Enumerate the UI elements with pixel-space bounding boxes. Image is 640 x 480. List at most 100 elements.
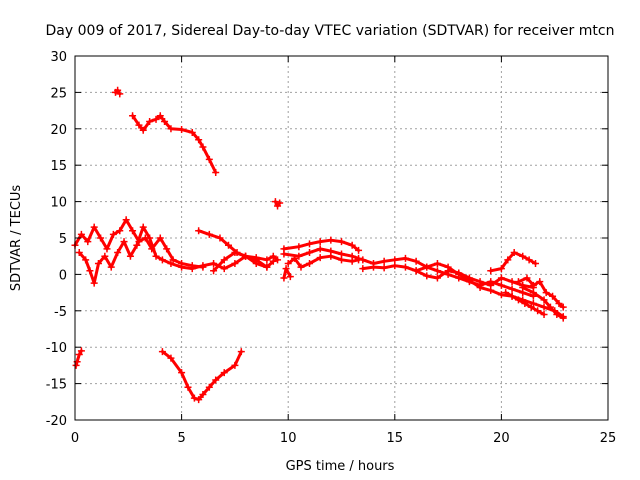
data-point — [276, 199, 284, 207]
data-point — [86, 267, 94, 275]
data-point — [306, 259, 314, 267]
data-point — [519, 252, 527, 260]
data-point — [199, 143, 207, 151]
data-point — [534, 307, 542, 315]
data-point — [205, 383, 213, 391]
data-point — [497, 291, 505, 299]
data-point — [75, 249, 83, 257]
series-right-1 — [359, 254, 537, 300]
data-point — [338, 238, 345, 246]
y-tick-label: 20 — [50, 123, 67, 138]
data-point — [252, 259, 260, 267]
data-point — [120, 238, 128, 246]
data-point — [231, 249, 239, 257]
data-point — [401, 254, 409, 262]
series-trace — [517, 276, 565, 309]
x-tick-label: 15 — [387, 431, 404, 446]
chart-title: Day 009 of 2017, Sidereal Day-to-day VTE… — [46, 23, 615, 39]
data-point — [540, 303, 548, 311]
data-point — [220, 256, 228, 264]
data-point — [188, 265, 196, 273]
data-point — [135, 121, 143, 129]
data-point — [519, 284, 527, 292]
data-point — [529, 300, 537, 308]
data-point — [412, 267, 420, 275]
data-point — [529, 281, 537, 289]
data-point — [540, 310, 548, 318]
data-point — [152, 115, 160, 123]
data-point — [369, 263, 377, 271]
x-tick-label: 20 — [493, 431, 510, 446]
data-point — [523, 274, 531, 282]
data-point — [90, 223, 98, 231]
data-point — [502, 289, 510, 297]
y-tick-label: 15 — [50, 159, 67, 174]
data-point — [97, 234, 105, 242]
data-point — [514, 278, 522, 286]
data-point — [103, 245, 111, 253]
y-tick-label: -5 — [54, 305, 67, 320]
data-point — [167, 125, 175, 133]
series-mid-6 — [280, 265, 294, 282]
data-point — [195, 396, 203, 404]
x-axis-label: GPS time / hours — [286, 459, 395, 474]
data-point — [497, 274, 505, 282]
data-point — [555, 300, 563, 308]
data-point — [212, 376, 220, 384]
data-point — [188, 128, 196, 136]
x-tick-label: 5 — [177, 431, 185, 446]
data-point — [536, 278, 544, 286]
data-point — [231, 361, 239, 369]
data-point — [455, 270, 463, 278]
data-point — [282, 265, 290, 273]
data-point — [169, 256, 177, 264]
data-point — [540, 296, 548, 304]
data-point — [542, 289, 550, 297]
series-mid-3 — [280, 236, 363, 254]
y-tick-label: 0 — [59, 268, 67, 283]
data-point — [316, 238, 324, 246]
data-point — [167, 354, 175, 362]
data-point — [423, 272, 431, 280]
data-point — [190, 394, 198, 402]
data-point — [205, 230, 213, 238]
data-point — [72, 361, 80, 369]
data-point — [231, 259, 239, 267]
y-tick-label: -15 — [46, 378, 67, 393]
data-point — [158, 348, 166, 356]
data-point — [348, 257, 356, 265]
data-point — [210, 267, 218, 275]
data-point — [101, 252, 109, 260]
series-outlier-25 — [112, 86, 124, 98]
data-point — [210, 259, 218, 267]
data-point — [306, 249, 314, 257]
data-point — [84, 238, 92, 246]
data-point — [263, 256, 271, 264]
data-point — [286, 273, 294, 281]
data-point — [129, 227, 137, 235]
data-point — [139, 223, 147, 231]
data-point — [549, 292, 557, 300]
data-point — [94, 259, 102, 267]
series-trace — [160, 350, 243, 402]
data-point — [274, 256, 282, 264]
data-point — [109, 230, 117, 238]
data-point — [433, 267, 441, 275]
data-point — [306, 240, 314, 248]
data-point — [237, 348, 245, 356]
x-tick-labels: 0 5 10 15 20 25 — [71, 431, 616, 446]
series-mid-5 — [284, 252, 363, 271]
data-point — [391, 262, 399, 270]
axis-ticks — [74, 55, 609, 421]
data-point — [508, 285, 516, 293]
data-point — [280, 250, 288, 258]
data-point — [77, 230, 85, 238]
series-right-4 — [487, 249, 540, 275]
data-point — [359, 265, 367, 273]
data-point — [327, 252, 335, 260]
data-point — [199, 391, 207, 399]
data-point — [291, 254, 299, 262]
data-series — [71, 86, 567, 404]
data-point — [380, 257, 388, 265]
